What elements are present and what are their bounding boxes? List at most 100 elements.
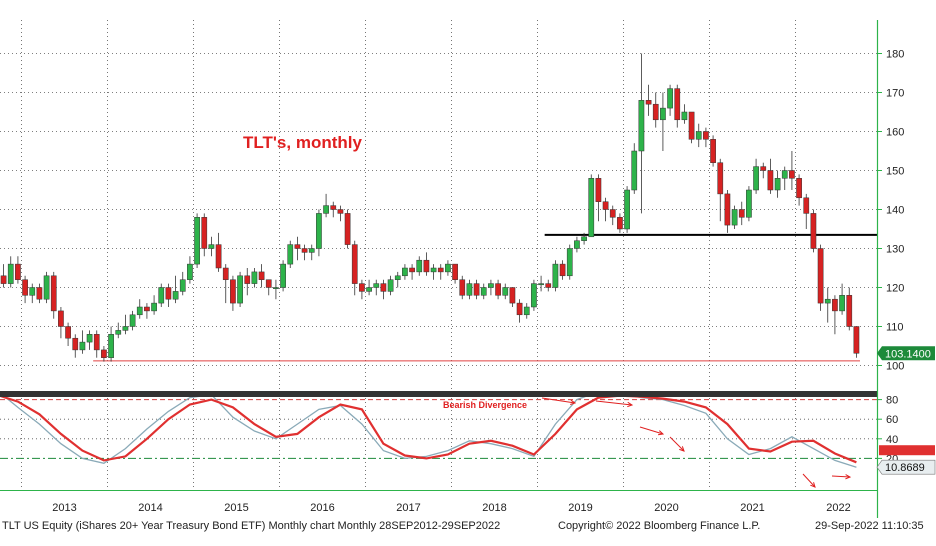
- candle-up: [502, 287, 509, 296]
- y-tick-label: 100: [886, 361, 904, 373]
- candle-up: [667, 88, 673, 109]
- candle-down: [495, 283, 501, 296]
- candle-up: [194, 217, 200, 265]
- candle-up: [523, 306, 530, 316]
- y-tick-label: 130: [886, 244, 904, 256]
- candle-down: [846, 295, 853, 327]
- candle-down: [674, 88, 681, 121]
- osc-main-marker: [879, 445, 935, 456]
- candle-down: [144, 306, 150, 312]
- last-price-label: 103.1400: [885, 348, 931, 360]
- footer-timestamp: 29-Sep-2022 11:10:35: [815, 520, 924, 532]
- candle-up: [387, 279, 394, 292]
- candle-up: [179, 279, 186, 292]
- candle-up: [624, 189, 630, 230]
- y-tick-label: 160: [886, 127, 904, 139]
- candle-up: [531, 283, 537, 308]
- candle-up: [108, 334, 114, 358]
- candle-down: [15, 263, 21, 280]
- candle-up: [208, 244, 215, 249]
- candle-down: [215, 244, 222, 269]
- candle-up: [466, 283, 473, 296]
- chart-title: TLT's, monthly: [243, 133, 362, 152]
- candle-down: [58, 310, 64, 327]
- candle-up: [774, 178, 781, 191]
- candle-down: [609, 209, 616, 218]
- candle-up: [366, 287, 372, 292]
- candle-down: [344, 213, 351, 245]
- candle-down: [22, 279, 28, 296]
- x-tick-label: 2017: [396, 502, 420, 514]
- candle-down: [244, 275, 251, 284]
- divergence-arrow: [541, 397, 576, 404]
- candle-up: [129, 314, 136, 327]
- reference-lines: [93, 233, 877, 362]
- y-tick-label: 120: [886, 283, 904, 295]
- candle-down: [452, 263, 458, 280]
- candle-down: [688, 111, 695, 140]
- annotations: Bearish Divergence: [443, 397, 852, 488]
- oscillator-signal-line: [0, 391, 857, 468]
- candle-up: [373, 283, 380, 288]
- candle-up: [158, 287, 165, 304]
- candle-down: [0, 275, 7, 284]
- candlestick-series: [0, 53, 860, 362]
- candle-up: [7, 263, 14, 284]
- candle-up: [151, 302, 157, 312]
- candle-up: [430, 267, 437, 273]
- candle-down: [803, 197, 810, 214]
- candle-up: [280, 263, 286, 288]
- candle-down: [337, 209, 344, 214]
- candle-up: [402, 267, 408, 277]
- candle-down: [832, 298, 838, 312]
- candle-up: [746, 189, 752, 218]
- candle-up: [86, 334, 93, 343]
- candle-up: [273, 287, 279, 289]
- candle-down: [359, 283, 365, 292]
- candle-down: [545, 283, 552, 288]
- candle-up: [445, 263, 451, 273]
- candle-up: [781, 170, 788, 179]
- grid-lines: [0, 20, 877, 490]
- divergence-arrow: [639, 426, 664, 435]
- candle-down: [796, 178, 802, 199]
- candle-down: [101, 349, 107, 358]
- footer-copyright: Copyright© 2022 Bloomberg Finance L.P.: [558, 520, 761, 532]
- candle-up: [566, 248, 573, 277]
- candle-down: [258, 271, 265, 280]
- candle-down: [602, 201, 609, 210]
- arrow-head: [570, 399, 577, 405]
- x-tick-label: 2021: [740, 502, 764, 514]
- x-tick-label: 2014: [138, 502, 162, 514]
- candle-down: [817, 248, 824, 304]
- candle-up: [172, 291, 179, 300]
- candle-up: [29, 287, 36, 296]
- candle-down: [409, 267, 415, 273]
- candle-down: [717, 162, 724, 195]
- candle-down: [595, 178, 602, 202]
- candle-up: [488, 283, 494, 288]
- candle-down: [710, 139, 716, 163]
- candle-up: [79, 341, 86, 351]
- candle-down: [222, 267, 229, 280]
- y-tick-label: 140: [886, 205, 904, 217]
- candle-up: [287, 244, 294, 265]
- x-tick-label: 2019: [568, 502, 592, 514]
- candle-up: [574, 240, 580, 249]
- candle-up: [136, 306, 143, 316]
- candle-down: [301, 248, 308, 253]
- candle-down: [72, 337, 79, 351]
- arrow-head: [810, 482, 816, 488]
- candle-down: [767, 170, 774, 191]
- candle-down: [853, 326, 860, 354]
- candle-down: [230, 279, 236, 304]
- candle-down: [294, 244, 301, 249]
- candle-up: [538, 283, 544, 286]
- candle-up: [731, 209, 738, 226]
- candle-down: [703, 131, 709, 140]
- candle-down: [473, 283, 480, 296]
- candle-up: [237, 275, 243, 304]
- x-tick-label: 2016: [310, 502, 334, 514]
- arrow-head: [845, 474, 852, 480]
